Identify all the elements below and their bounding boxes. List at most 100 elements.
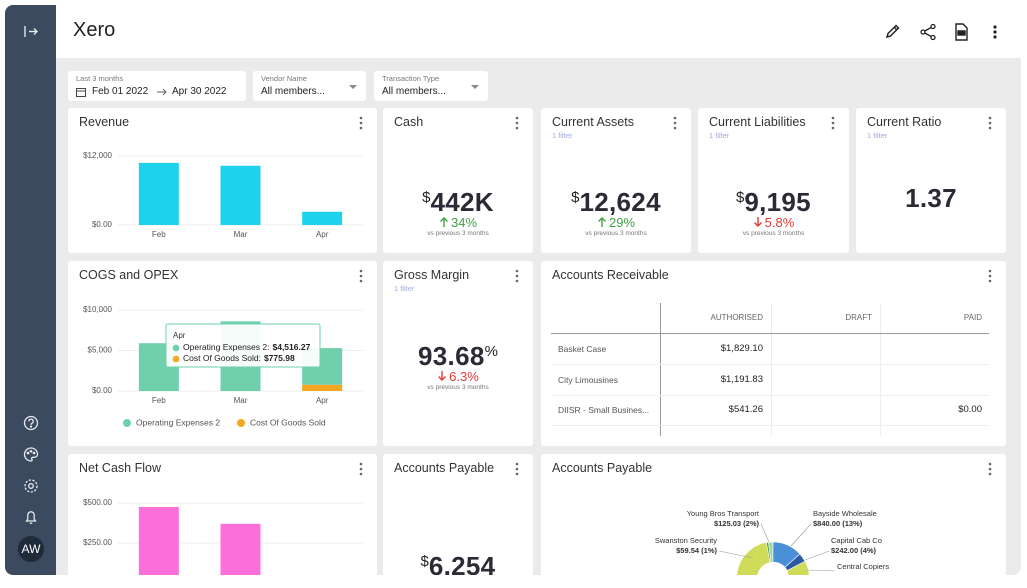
widget-menu[interactable] xyxy=(358,269,364,283)
widget: Cash $442K 34% vs previous 3 months xyxy=(383,108,533,253)
row-name: City Limousines xyxy=(558,374,618,385)
widget-menu[interactable] xyxy=(358,462,364,476)
widget: Accounts Receivable AUTHORISED DRAFT PAID Ba… xyxy=(541,261,1006,446)
row-name: DIISR - Small Busines... xyxy=(558,405,650,415)
menu-dot xyxy=(988,269,992,273)
widget-menu[interactable] xyxy=(672,116,678,130)
bar xyxy=(220,165,261,225)
more-icon[interactable] xyxy=(993,25,997,39)
header-actions xyxy=(885,23,997,41)
legend-label: Cost Of Goods Sold xyxy=(250,417,326,427)
slice-label: $840.00 (13%) xyxy=(813,519,863,528)
menu-dot xyxy=(515,121,519,125)
widget-menu[interactable] xyxy=(987,116,993,130)
table-rule xyxy=(551,395,989,396)
menu-dot xyxy=(359,126,363,130)
column-header: DRAFT xyxy=(845,313,872,322)
widget-menu[interactable] xyxy=(830,116,836,130)
tooltip-title: Apr xyxy=(173,331,186,340)
header: Xero xyxy=(56,5,1021,58)
kpi-value-row: 93.68% xyxy=(383,335,533,371)
widget-menu[interactable] xyxy=(358,116,364,130)
filter[interactable]: Transaction Type All members... xyxy=(374,71,488,101)
widget-title: Current Assets xyxy=(552,115,634,129)
widget-title: Accounts Payable xyxy=(552,461,653,475)
leader-line xyxy=(718,550,754,559)
filter-badge: 1 filter xyxy=(394,284,415,293)
export-pdf-icon[interactable] xyxy=(955,23,968,41)
tooltip-name: Cost Of Goods Sold: xyxy=(183,353,261,363)
widget-menu[interactable] xyxy=(987,269,993,283)
widget-menu[interactable] xyxy=(514,116,520,130)
slice-name: Central Copiers xyxy=(837,562,889,571)
menu-dot xyxy=(673,116,677,120)
slice-name: Swanston Security xyxy=(655,536,717,545)
widget-menu[interactable] xyxy=(514,269,520,283)
kpi-prefix: $ xyxy=(422,189,431,206)
widget-title: Current Ratio xyxy=(867,115,942,129)
filter-label: Vendor Name xyxy=(261,74,307,83)
chart: $250.00 $500.00 xyxy=(83,498,363,575)
collapse-icon[interactable] xyxy=(24,26,38,37)
filter[interactable]: Vendor Name All members... xyxy=(253,71,366,101)
widget-menu[interactable] xyxy=(987,462,993,476)
table-rule xyxy=(771,303,772,436)
avatar[interactable] xyxy=(18,536,44,562)
menu-dot xyxy=(359,467,363,471)
theme-icon[interactable] xyxy=(23,447,39,462)
menu-dot xyxy=(988,472,992,476)
help-icon[interactable] xyxy=(23,415,39,431)
menu-dot xyxy=(988,116,992,120)
kpi-value-row: $6,254 xyxy=(383,545,533,575)
filter[interactable]: Last 3 months Feb 01 2022 Apr 30 2022 xyxy=(68,71,246,101)
tooltip-row: Operating Expenses 2: $4,516.27 xyxy=(183,342,311,352)
y-tick-label: $500.00 xyxy=(83,498,112,507)
leader-line xyxy=(806,569,836,572)
bar xyxy=(138,507,179,575)
widget-title: COGS and OPEX xyxy=(79,268,179,282)
slice-label: $125.03 (2%) xyxy=(714,519,760,528)
kpi-value: 442K xyxy=(430,187,494,217)
row-name: Basket Case xyxy=(558,344,607,354)
table-rule xyxy=(551,364,989,365)
kpi-comparison: vs previous 3 months xyxy=(585,230,647,237)
chart: $0.00 $5,000 $10,000 Feb Mar Apr Operating Exp… xyxy=(83,305,363,427)
kpi-value-row: $9,195 xyxy=(698,181,849,217)
share-icon[interactable] xyxy=(920,23,936,41)
filter-badge: 1 filter xyxy=(709,131,730,140)
kpi-prefix: $ xyxy=(571,189,580,206)
y-tick-label: $0.00 xyxy=(92,386,113,395)
donut-rest xyxy=(737,542,809,575)
dropdown-icon xyxy=(471,85,479,89)
y-tick-label: $10,000 xyxy=(83,305,112,314)
filter-start: Feb 01 2022 xyxy=(92,86,149,97)
menu-dot xyxy=(673,121,677,125)
slice-label: $59.54 (1%) xyxy=(676,546,717,555)
widget: COGS and OPEX $0.00 $5,000 $10,000 Feb Mar Apr… xyxy=(68,261,377,446)
edit-icon[interactable] xyxy=(885,24,900,39)
calendar-body xyxy=(76,88,86,97)
kpi-value: 6,254 xyxy=(428,551,496,575)
avatar-initials: AW xyxy=(22,542,42,556)
widget-title: Net Cash Flow xyxy=(79,461,161,475)
trend-arrow xyxy=(438,371,447,381)
notifications-icon[interactable] xyxy=(25,511,37,524)
menu-dot xyxy=(515,462,519,466)
widget: Accounts Payable Swanston Security $59.54 … xyxy=(541,454,1006,575)
menu-dot xyxy=(359,274,363,278)
settings-icon[interactable] xyxy=(24,479,38,493)
leader-line xyxy=(804,550,830,561)
dashboard: Xero Last 3 months Feb 01 2022 Apr 30 2022… xyxy=(56,5,1021,575)
kpi-prefix: $ xyxy=(736,189,745,206)
widget-menu[interactable] xyxy=(514,462,520,476)
x-tick-label: Apr xyxy=(316,396,329,405)
legend-swatch xyxy=(123,419,131,427)
tooltip-value: $775.98 xyxy=(264,353,295,363)
menu-dot xyxy=(515,279,519,283)
x-tick-label: Apr xyxy=(316,230,329,239)
chart: Swanston Security$59.54 (1%) Young Bros T… xyxy=(655,509,889,575)
chart: $0.00 $12,000 Feb Mar Apr xyxy=(83,151,363,239)
y-tick-label: $250.00 xyxy=(83,538,112,547)
filter-badge: 1 filter xyxy=(552,131,573,140)
menu-dot xyxy=(359,472,363,476)
